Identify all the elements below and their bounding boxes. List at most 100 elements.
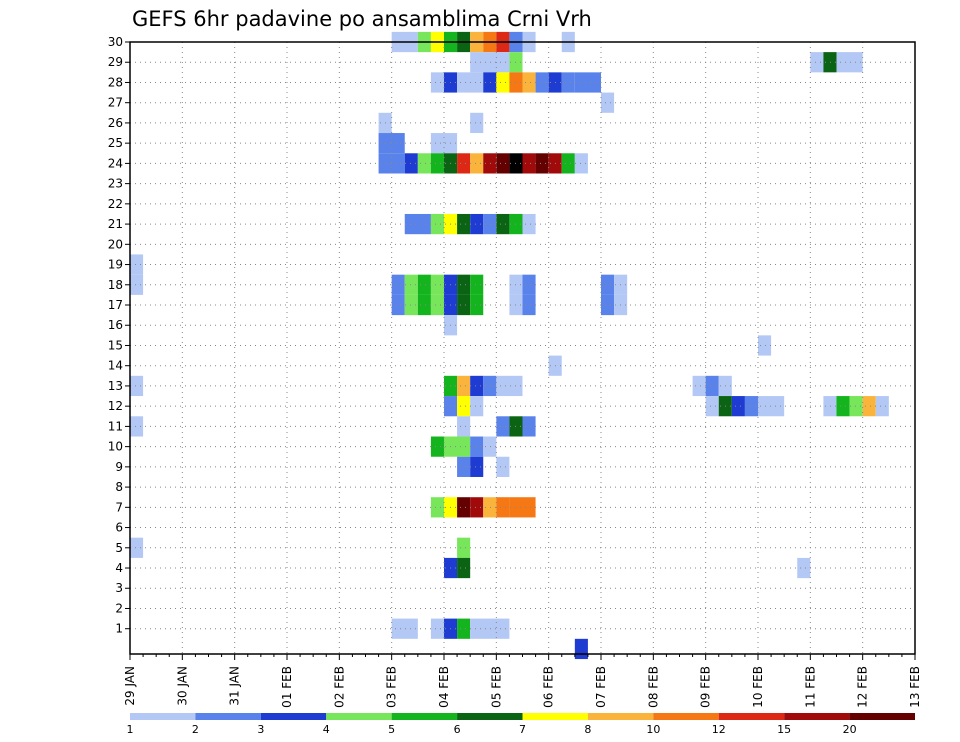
precip-cell xyxy=(470,153,484,174)
precip-cell xyxy=(457,153,471,174)
y-tick-label: 21 xyxy=(108,217,123,231)
precip-cell xyxy=(470,375,484,397)
precip-cell xyxy=(496,497,510,518)
colorbar-label: 4 xyxy=(323,723,330,736)
precip-cell xyxy=(849,396,863,417)
precip-cell xyxy=(430,153,444,174)
precip-cell xyxy=(574,638,588,660)
colorbar-swatch xyxy=(718,713,785,720)
precip-cell xyxy=(483,72,497,93)
x-tick-label: 29 JAN xyxy=(123,666,137,706)
y-tick-label: 23 xyxy=(108,177,123,191)
x-tick-label: 04 FEB xyxy=(437,666,451,708)
precip-cell xyxy=(430,213,444,235)
precip-cell xyxy=(496,375,523,397)
x-tick-label: 30 JAN xyxy=(175,666,189,706)
precip-cell xyxy=(430,274,444,295)
y-tick-label: 25 xyxy=(108,136,123,150)
y-tick-label: 20 xyxy=(108,237,123,251)
x-tick-label: 10 FEB xyxy=(751,666,765,708)
colorbar: 1 2 3 4 5 6 7 8 10 12 15 20 xyxy=(127,713,915,736)
colorbar-label: 7 xyxy=(519,723,526,736)
precip-cell xyxy=(535,153,549,174)
x-tick-label: 31 JAN xyxy=(228,666,242,706)
precip-cell xyxy=(496,72,510,93)
precip-cell xyxy=(417,294,431,316)
colorbar-swatch xyxy=(849,713,915,720)
x-tick-label: 09 FEB xyxy=(699,666,713,708)
precip-cell xyxy=(470,497,484,518)
precip-cell xyxy=(470,396,484,417)
x-tick-label: 03 FEB xyxy=(385,666,399,708)
colorbar-swatch xyxy=(784,713,850,720)
y-tick-label: 16 xyxy=(108,318,123,332)
precip-cell xyxy=(457,416,471,437)
precip-cell xyxy=(561,153,575,174)
y-tick-label: 19 xyxy=(108,258,123,272)
precip-cell xyxy=(823,396,837,417)
precip-cell xyxy=(430,133,458,154)
precip-cell xyxy=(470,213,484,235)
precip-cell xyxy=(470,52,510,73)
precip-cell xyxy=(457,274,471,295)
colorbar-swatch xyxy=(587,713,654,720)
precip-cell xyxy=(404,294,418,316)
colorbar-swatch xyxy=(457,713,523,720)
y-tick-label: 6 xyxy=(115,521,123,535)
plot-frame xyxy=(129,41,916,655)
precip-cell xyxy=(601,294,615,316)
colorbar-label: 1 xyxy=(127,723,134,736)
colorbar-label: 10 xyxy=(646,723,660,736)
precip-cell xyxy=(483,153,497,174)
colorbar-swatch xyxy=(391,713,458,720)
x-tick-label: 13 FEB xyxy=(908,666,922,708)
precip-cell xyxy=(574,72,601,93)
precip-cell xyxy=(470,112,484,134)
y-tick-label: 5 xyxy=(115,541,123,555)
grid-lines xyxy=(130,41,915,654)
x-tick-label: 05 FEB xyxy=(489,666,503,708)
precip-cell xyxy=(574,153,588,174)
precip-cell xyxy=(522,72,536,93)
precip-cell xyxy=(470,294,484,316)
precip-cell xyxy=(483,375,497,397)
precip-cell xyxy=(430,618,444,639)
precip-cell xyxy=(404,274,418,295)
precip-cell xyxy=(836,52,863,73)
precip-cell xyxy=(470,618,510,639)
colorbar-label: 15 xyxy=(777,723,791,736)
precip-cell xyxy=(378,153,405,174)
colorbar-swatch xyxy=(653,713,719,720)
precip-cell xyxy=(430,72,444,93)
precip-cell xyxy=(457,618,471,639)
colorbar-label: 5 xyxy=(388,723,395,736)
chart-title: GEFS 6hr padavine po ansamblima Crni Vrh xyxy=(132,7,592,31)
x-tick-label: 06 FEB xyxy=(542,666,556,708)
y-tick-label: 29 xyxy=(108,55,123,69)
y-axis-ticks: 1234567891011121314151617181920212223242… xyxy=(108,35,130,636)
precip-cell xyxy=(731,396,745,417)
precip-cell xyxy=(470,436,484,457)
colorbar-label: 20 xyxy=(843,723,857,736)
y-tick-label: 7 xyxy=(115,500,123,514)
y-tick-label: 27 xyxy=(108,96,123,110)
x-tick-label: 12 FEB xyxy=(856,666,870,708)
precip-cell xyxy=(130,416,144,437)
y-tick-label: 4 xyxy=(115,561,123,575)
y-tick-label: 13 xyxy=(108,379,123,393)
y-tick-label: 17 xyxy=(108,298,123,312)
precip-cell xyxy=(470,274,484,295)
precip-cell xyxy=(457,213,471,235)
precip-cell xyxy=(496,153,510,174)
precip-cell xyxy=(391,618,418,639)
precip-cell xyxy=(522,213,536,235)
precip-cell xyxy=(797,557,811,579)
precip-cell xyxy=(823,52,837,73)
y-tick-label: 11 xyxy=(108,419,123,433)
precip-cell xyxy=(404,153,418,174)
precip-cell xyxy=(522,153,536,174)
y-tick-label: 26 xyxy=(108,116,123,130)
precip-cell xyxy=(744,396,758,417)
y-tick-label: 28 xyxy=(108,75,123,89)
y-tick-label: 15 xyxy=(108,338,123,352)
